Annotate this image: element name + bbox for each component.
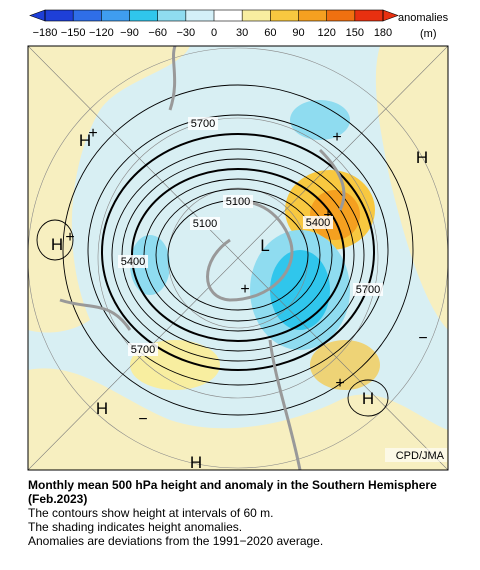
colorbar-tick-label: −120: [89, 27, 114, 39]
colorbar-segment: [326, 10, 355, 21]
colorbar-unit: (m): [420, 28, 437, 40]
colorbar-tick-label: −180: [33, 27, 58, 39]
colorbar-segment: [129, 10, 158, 21]
contour-label-box: [353, 283, 383, 296]
colorbar-unit: anomalies: [398, 12, 449, 24]
colorbar-tick-label: 90: [292, 27, 304, 39]
colorbar-arrow: [382, 9, 399, 22]
contour-label-box: [190, 217, 220, 230]
pressure-center: H: [51, 235, 63, 254]
pressure-center: H: [79, 131, 91, 150]
contour-label-box: [128, 343, 158, 356]
colorbar-segment: [73, 10, 102, 21]
contour-label: 5100: [193, 218, 217, 230]
colorbar-segment: [45, 10, 74, 21]
colorbar-segment: [242, 10, 271, 21]
caption-line: Anomalies are deviations from the 1991−2…: [28, 534, 324, 548]
map-background: [28, 46, 448, 470]
colorbar-arrow: [29, 9, 46, 22]
colorbar-tick-label: 0: [211, 27, 217, 39]
colorbar-segment: [185, 10, 214, 21]
contour-label: 5700: [131, 344, 155, 356]
colorbar-tick-label: −90: [120, 27, 139, 39]
contour-label-box: [303, 216, 333, 229]
contour-label: 5400: [306, 217, 330, 229]
contour-label: 5700: [191, 118, 215, 130]
contour-label-box: [223, 195, 253, 208]
anomaly-sign: +: [335, 375, 344, 392]
credit-box: [385, 448, 447, 462]
anomaly-sign: +: [88, 125, 97, 142]
anomaly-sign: +: [240, 281, 249, 298]
pressure-center: H: [190, 453, 202, 472]
anomaly-sign: −: [138, 411, 147, 428]
pressure-center: H: [416, 148, 428, 167]
contour-label-box: [118, 255, 148, 268]
colorbar-tick-label: 120: [317, 27, 335, 39]
colorbar-segment: [214, 10, 243, 21]
anomaly-sign: −: [418, 330, 427, 347]
pressure-center: L: [260, 236, 269, 255]
colorbar-tick-label: 180: [374, 27, 392, 39]
colorbar-tick-label: 30: [236, 27, 248, 39]
colorbar-tick-label: −150: [61, 27, 86, 39]
colorbar-segment: [101, 10, 130, 21]
colorbar-segment: [298, 10, 327, 21]
map-frame: [27, 45, 449, 471]
pressure-center: H: [96, 399, 108, 418]
anomaly-sign: +: [332, 129, 341, 146]
credit: CPD/JMA: [396, 450, 445, 462]
colorbar-tick-label: 60: [264, 27, 276, 39]
anomaly-sign: +: [323, 207, 332, 224]
figure: −180 −150 −120 −90 −60 −30 0 30 60 90 120 150 180 ano…: [27, 9, 449, 472]
contour-label: 5700: [356, 284, 380, 296]
pressure-center: H: [362, 389, 374, 408]
colorbar-segment: [354, 10, 383, 21]
colorbar-tick-label: −60: [148, 27, 167, 39]
caption-line: The contours show height at intervals of…: [28, 506, 274, 520]
contour-label-box: [188, 117, 218, 130]
colorbar-tick-label: 150: [346, 27, 364, 39]
contour-label: 5400: [121, 256, 145, 268]
colorbar-segment: [157, 10, 186, 21]
caption: Monthly mean 500 hPa height and anomaly …: [28, 478, 448, 548]
contour-label: 5100: [226, 196, 250, 208]
anomaly-sign: +: [65, 229, 74, 246]
caption-title: Monthly mean 500 hPa height and anomaly …: [28, 478, 437, 506]
colorbar-segment: [270, 10, 299, 21]
caption-line: The shading indicates height anomalies.: [28, 520, 243, 534]
colorbar-tick-label: −30: [176, 27, 195, 39]
